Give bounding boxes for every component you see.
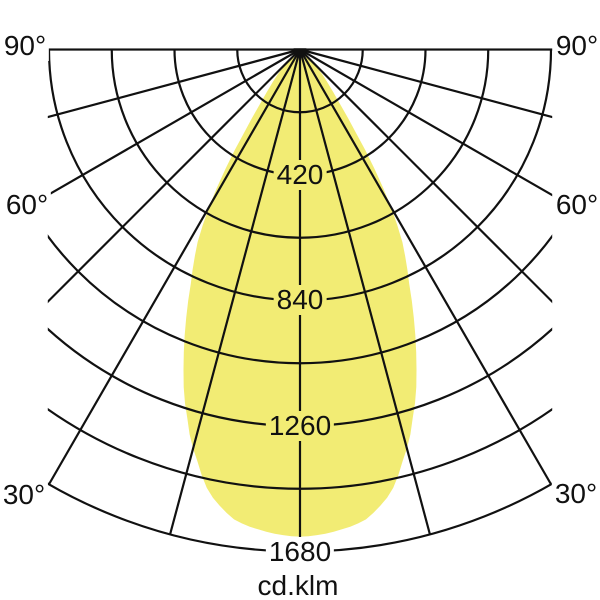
angle-label-60-right: 60° (552, 190, 600, 220)
pole-point (293, 48, 307, 56)
grid-radial-60-right (299, 48, 553, 197)
angle-label-90-left: 90° (0, 31, 50, 61)
intensity-tick-1260: 1260 (265, 411, 335, 441)
grid-radial-30-right (299, 48, 552, 485)
grid-radial-15-right (298, 49, 431, 535)
grid-radial-45-left (47, 48, 301, 304)
grid-radial-75-right (299, 48, 553, 119)
angle-label-30-left: 30° (0, 480, 49, 510)
intensity-tick-1680: 1680 (265, 537, 335, 567)
angle-label-30-right: 30° (551, 479, 600, 509)
unit-label: cd.klm (254, 571, 342, 600)
grid-radial-30-left (48, 48, 301, 485)
intensity-tick-840: 840 (273, 285, 327, 315)
angle-label-60-left: 60° (2, 190, 52, 220)
angle-label-90-right: 90° (552, 31, 600, 61)
grid-radial-60-left (47, 48, 301, 197)
intensity-tick-420: 420 (273, 160, 327, 190)
grid-radial-45-right (299, 48, 553, 304)
grid-radial-15-left (169, 49, 302, 535)
grid-radial-75-left (47, 48, 301, 119)
